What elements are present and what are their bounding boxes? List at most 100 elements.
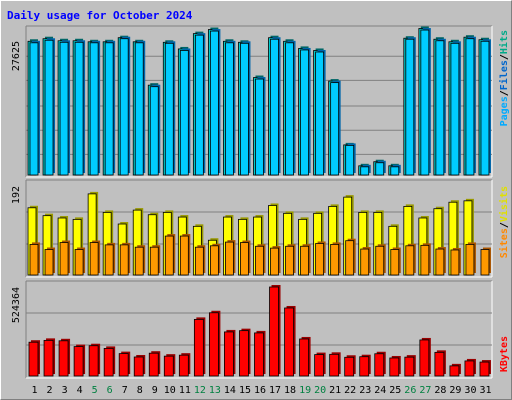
sites-bar [179,235,189,276]
x-tick-label: 23 [359,385,371,396]
sites-bar [240,242,249,276]
files-bar [225,42,234,176]
sites-bar [435,248,445,276]
files-bar [194,34,204,176]
sites-bar [270,247,279,276]
x-tick-label: 9 [152,385,158,396]
sites-bar [345,240,355,276]
sites-bar [225,241,234,276]
x-tick-label: 8 [137,385,143,396]
x-tick-label: 30 [464,385,476,396]
kbytes-bar [389,357,400,377]
legend-pages: Pages [499,96,510,126]
kbytes-bar [314,354,325,377]
x-tick-label: 21 [329,385,341,396]
x-tick-label: 31 [479,385,491,396]
files-bar [465,38,475,176]
legend-kbytes: KBytes [499,336,510,372]
kbytes-bar [133,356,144,377]
files-bar [480,40,490,176]
x-tick-label: 1 [32,385,38,396]
files-bar [74,41,84,176]
legend-visits: Visits [498,186,510,222]
x-tick-label: 27 [419,385,431,396]
sites-bar [480,249,490,276]
sites-bar [450,249,460,276]
files-bar [300,49,309,176]
sites-bar [405,245,415,276]
x-tick-label: 20 [314,385,326,396]
sites-bar [465,244,475,276]
visits-ymax-label: 192 [11,186,22,204]
sites-bar [285,245,294,276]
x-tick-label: 11 [179,385,191,396]
x-tick-label: 17 [269,385,281,396]
sites-bar [255,245,264,276]
sites-bar [149,246,159,276]
hits-ymax-label: 27625 [11,41,22,71]
x-tick-label: 2 [47,385,53,396]
files-bar [285,42,294,176]
kbytes-bar [193,318,204,377]
files-bar [164,42,174,176]
hits-legend: Pages/Files/Hits [498,30,510,126]
files-bar [209,30,219,176]
kbytes-bar [269,286,279,377]
kbytes-bar [479,361,490,377]
files-bar [450,42,460,176]
sites-bar [119,244,129,276]
legend-separator: / [499,90,510,96]
files-bar [134,42,144,176]
files-bar [89,42,99,176]
sites-bar [29,244,39,276]
files-bar [390,166,400,176]
sites-bar [360,248,370,276]
kbytes-legend: KBytes [499,336,510,372]
x-tick-label: 13 [209,385,221,396]
x-tick-label: 5 [92,385,98,396]
x-tick-label: 16 [254,385,266,396]
kbytes-bar [464,360,475,377]
x-tick-label: 26 [404,385,416,396]
kbytes-bar [88,345,99,377]
sites-bar [89,242,99,276]
x-tick-label: 15 [239,385,251,396]
files-bar [435,40,445,176]
sites-bar [300,245,309,276]
chart-title: Daily usage for October 2024 [7,9,193,22]
x-tick-label: 19 [299,385,311,396]
legend-separator: / [499,54,510,60]
files-bar [119,38,129,176]
x-tick-label: 18 [284,385,296,396]
files-bar [360,166,370,176]
files-bar [270,38,279,176]
sites-bar [134,246,144,276]
files-bar [149,86,159,176]
files-bar [29,42,39,176]
visits-legend: Sites/Visits [498,186,510,258]
files-bar [315,51,325,176]
sites-bar [330,244,340,276]
legend-hits: Hits [498,30,510,54]
kbytes-bar [374,353,385,377]
files-bar [59,41,69,176]
kbytes-bar [103,347,114,377]
kbytes-bar [344,356,355,377]
kbytes-bar [178,354,189,377]
kbytes-bar [43,339,54,377]
kbytes-bar [224,331,234,377]
legend-files: Files [498,60,510,90]
kbytes-bar [359,356,370,377]
kbytes-ymax-label: 524364 [11,287,22,323]
kbytes-bar [254,332,264,377]
kbytes-bar [163,355,174,377]
kbytes-bar [73,346,84,377]
files-bar [345,144,355,176]
kbytes-bar [239,330,249,377]
x-tick-label: 4 [77,385,83,396]
sites-bar [44,249,54,276]
sites-bar [315,243,325,276]
kbytes-bar [404,356,415,377]
files-bar [420,29,430,176]
